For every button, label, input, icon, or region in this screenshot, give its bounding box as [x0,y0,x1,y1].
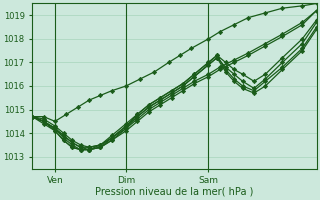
X-axis label: Pression niveau de la mer( hPa ): Pression niveau de la mer( hPa ) [95,187,253,197]
